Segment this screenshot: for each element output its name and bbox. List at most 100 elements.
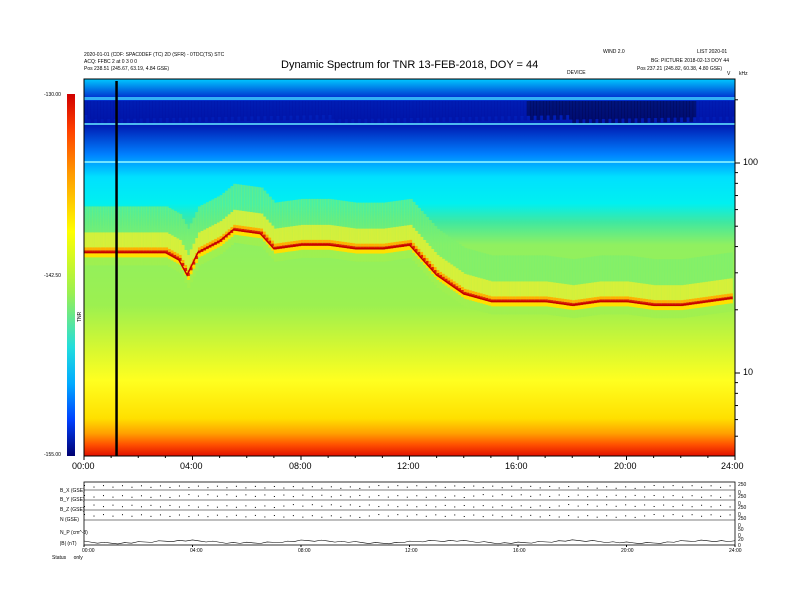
spectrogram-band-segment [127, 232, 131, 249]
trace-dot [245, 516, 247, 518]
spectrogram-band-segment [439, 256, 443, 273]
spectrogram-streak [416, 101, 420, 118]
spectrogram-band-segment [368, 202, 373, 249]
spectrogram-band-segment [157, 206, 161, 253]
trace-dot [188, 516, 190, 518]
spectrogram-band-segment [528, 302, 533, 307]
spectrogram-band-segment [311, 245, 316, 250]
spectrogram-band-segment [444, 234, 449, 281]
spectrogram-band-segment [287, 226, 291, 243]
spectrogram-band-segment [452, 281, 457, 285]
spectrogram-band-segment [602, 281, 606, 298]
trace-dot [406, 515, 408, 517]
spectrogram-band-segment [119, 257, 123, 266]
spectrogram-band-segment [526, 296, 530, 300]
spectrogram-band-segment [143, 247, 147, 251]
spectrogram-band-segment [132, 257, 137, 266]
spectrogram-band-segment [322, 198, 327, 245]
spectrogram-band-segment [154, 247, 158, 251]
trace-dot [112, 496, 114, 498]
spectrogram-band-segment [363, 202, 367, 249]
spectrogram-band-segment [482, 297, 487, 301]
spectrogram-band-segment [588, 256, 592, 303]
spectrogram-streak [422, 101, 427, 118]
spectrogram-band-segment [132, 232, 137, 249]
spectrogram-band-segment [477, 298, 481, 303]
spectrogram-streak [653, 101, 658, 118]
spectrogram-streak [601, 101, 606, 119]
spectrogram-band-segment [290, 251, 294, 260]
spectrogram-band-segment [138, 232, 142, 249]
spectrogram-band-segment [452, 240, 457, 287]
spectrogram-band-segment [216, 237, 221, 241]
spectrogram-band-segment [140, 232, 145, 249]
spectrogram-band-segment [244, 236, 248, 245]
spectrogram-band-segment [203, 203, 207, 250]
spectrogram-band-segment [116, 253, 120, 258]
trace-dot [729, 514, 731, 516]
spectrogram-band-segment [634, 303, 638, 308]
spectrogram-band-segment [710, 302, 714, 307]
spectrogram-band-segment [149, 206, 153, 253]
trace-dot [330, 515, 332, 517]
spectrogram-band-segment [523, 281, 527, 298]
trace-dot [568, 486, 570, 488]
spectrogram-band-segment [705, 296, 709, 300]
spectrogram-band-segment [615, 255, 619, 302]
spectrogram-band-segment [520, 281, 525, 298]
spectrogram-band-segment [534, 281, 538, 298]
spectrogram-band-segment [376, 253, 381, 262]
spectrogram-band-segment [379, 202, 383, 249]
lower-x-tick-label: 24:00 [729, 548, 742, 554]
spectrogram-band-segment [469, 296, 473, 301]
spectrogram-band-segment [707, 302, 712, 307]
spectrogram-band-segment [650, 305, 655, 310]
spectrogram-band-segment [721, 253, 725, 300]
spectrogram-band-segment [683, 284, 687, 301]
trace-dot [245, 487, 247, 489]
spectrogram-band-segment [539, 302, 544, 307]
spectrogram-band-segment [566, 305, 571, 310]
spectrogram-band-segment [178, 254, 183, 258]
trace-dot [682, 496, 684, 498]
spectrogram-band-segment [588, 303, 592, 308]
spectrogram-band-segment [225, 237, 229, 242]
spectrogram-band-segment [355, 228, 359, 245]
trace-dot [378, 506, 380, 508]
spectrogram-band-segment [428, 263, 432, 267]
spectrogram-band-segment [176, 253, 180, 257]
spectrogram-band-segment [474, 297, 478, 302]
spectrogram-streak [689, 101, 694, 122]
spectrogram-band-segment [225, 241, 229, 250]
spectrogram-band-segment [623, 306, 628, 315]
spectrogram-streak [256, 101, 261, 117]
spectrogram-band-segment [287, 200, 291, 247]
spectrogram-band-segment [401, 226, 405, 243]
spectrogram-band-segment [650, 309, 655, 318]
spectrogram-band-segment [271, 250, 275, 259]
trace-dot [501, 516, 503, 518]
trace-dot [264, 494, 266, 496]
spectrogram-band-segment [146, 257, 150, 266]
spectrogram-band-segment [667, 285, 671, 302]
lower-row-label: N (GSE) [60, 517, 79, 523]
spectrogram-band-segment [694, 257, 698, 304]
trace-dot [511, 514, 513, 516]
trace-dot [672, 506, 674, 508]
spectrogram-band-segment [488, 298, 492, 302]
spectrogram-streak [484, 101, 489, 122]
spectrogram-band-segment [518, 281, 522, 298]
spectrogram-band-segment [713, 305, 717, 314]
trace-dot [729, 495, 731, 497]
spectrogram-band-segment [184, 250, 188, 267]
spectrogram-band-segment [263, 241, 267, 250]
spectrogram-band-segment [621, 302, 625, 307]
spectrogram-band-segment [412, 227, 416, 244]
spectrogram-band-segment [246, 232, 251, 237]
spectrogram-band-segment [724, 294, 728, 298]
spectrogram-band-segment [184, 268, 188, 272]
spectrogram-band-segment [284, 252, 289, 261]
spectrogram-band-segment [211, 250, 215, 259]
spectrogram-band-segment [393, 248, 397, 253]
spectrogram-band-segment [284, 242, 289, 246]
